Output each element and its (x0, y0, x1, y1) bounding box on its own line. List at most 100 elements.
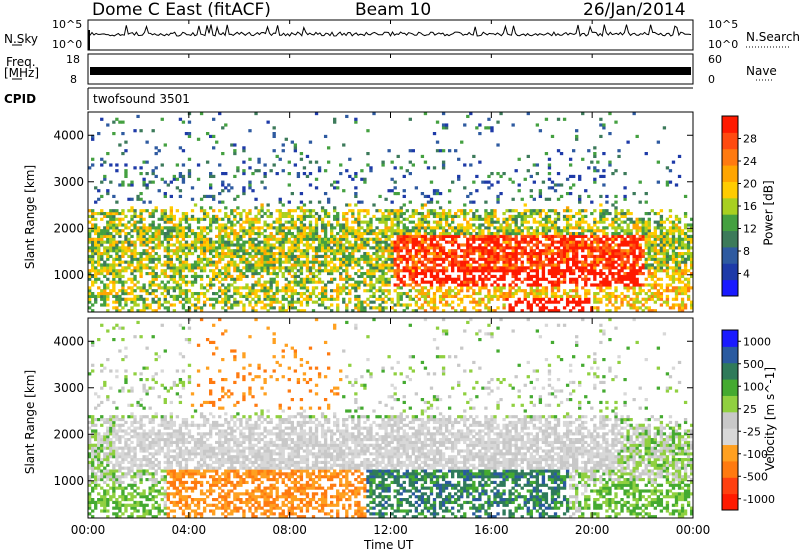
power-cell (475, 309, 479, 313)
power-cell (472, 300, 476, 304)
power-cell (163, 214, 167, 219)
power-cell (381, 160, 385, 164)
power-cell (405, 263, 409, 267)
power-cell (469, 294, 473, 299)
power-cell (151, 246, 155, 250)
power-cell (590, 200, 594, 204)
power-cell (650, 263, 654, 267)
power-cell (487, 217, 491, 221)
power-cell (248, 266, 252, 270)
power-cell (351, 243, 355, 247)
power-cell (363, 214, 367, 219)
power-cell (330, 277, 334, 281)
power-cell (659, 266, 664, 270)
power-cell (526, 234, 530, 239)
power-cell (496, 217, 500, 221)
power-cell (614, 209, 618, 213)
power-cell (511, 306, 515, 310)
power-cell (190, 197, 195, 201)
power-cell (423, 229, 428, 233)
power-cell (644, 283, 648, 287)
power-cell (308, 272, 313, 276)
power-cell (396, 303, 400, 307)
power-cell (529, 174, 533, 179)
power-cell (556, 246, 561, 250)
power-cell (366, 163, 370, 167)
power-cell (302, 223, 307, 227)
power-cell (205, 214, 210, 219)
power-cell (454, 226, 458, 230)
power-cell (378, 257, 382, 261)
power-cell (218, 243, 222, 247)
power-cell (432, 274, 437, 279)
power-cell (575, 212, 579, 216)
power-cell (296, 274, 301, 279)
power-cell (169, 220, 173, 224)
power-cell (617, 232, 621, 236)
power-cell (245, 269, 249, 273)
power-cell (553, 229, 558, 233)
power-cell (330, 309, 334, 313)
power-cell (411, 149, 415, 153)
power-cell (342, 283, 346, 287)
power-cell (405, 240, 409, 244)
power-cell (384, 240, 388, 244)
power-cell (562, 226, 567, 230)
power-cell (547, 237, 552, 241)
power-cell (523, 240, 527, 244)
power-cell (387, 254, 391, 259)
power-cell (447, 212, 452, 216)
power-cell (520, 263, 524, 267)
power-cell (420, 243, 425, 247)
power-cell (317, 243, 322, 247)
power-cell (496, 294, 500, 299)
power-cell (245, 217, 249, 221)
power-cell (499, 234, 503, 239)
power-cell (435, 269, 440, 273)
power-cell (399, 303, 403, 307)
power-cell (614, 277, 618, 281)
power-cell (151, 280, 155, 284)
power-cell (532, 220, 536, 224)
power-cell (420, 303, 425, 307)
power-cell (172, 226, 177, 230)
power-cell (169, 237, 173, 241)
power-cell (523, 289, 527, 293)
power-cell (151, 266, 155, 270)
power-cell (139, 269, 143, 273)
power-cell (91, 303, 95, 307)
power-cell (166, 217, 170, 221)
power-cell (199, 292, 204, 296)
power-cell (266, 209, 270, 213)
power-cell (97, 263, 101, 267)
power-cell (520, 229, 524, 233)
power-cell (593, 177, 597, 181)
power-cell (581, 237, 585, 241)
power-cell (154, 152, 158, 156)
power-cell (620, 229, 624, 233)
power-cell (348, 292, 352, 296)
power-cell (641, 289, 645, 293)
power-cell (505, 209, 509, 213)
power-cell (106, 212, 110, 216)
power-cell (423, 217, 428, 221)
power-cell (272, 237, 276, 241)
power-cell (215, 240, 219, 244)
power-cell (221, 180, 225, 184)
power-cell (121, 249, 125, 253)
power-cell (351, 309, 355, 313)
power-cell (239, 246, 243, 250)
power-cell (366, 274, 370, 279)
power-cell (205, 237, 210, 241)
power-cell (487, 263, 491, 267)
power-cell (278, 266, 282, 270)
power-cell (638, 283, 642, 287)
power-cell (130, 306, 134, 310)
power-cell (178, 286, 183, 290)
power-cell (305, 243, 310, 247)
power-cell (659, 232, 664, 236)
power-cell (590, 249, 594, 253)
power-cell (384, 294, 388, 299)
power-cell (199, 249, 204, 253)
power-cell (541, 274, 546, 279)
